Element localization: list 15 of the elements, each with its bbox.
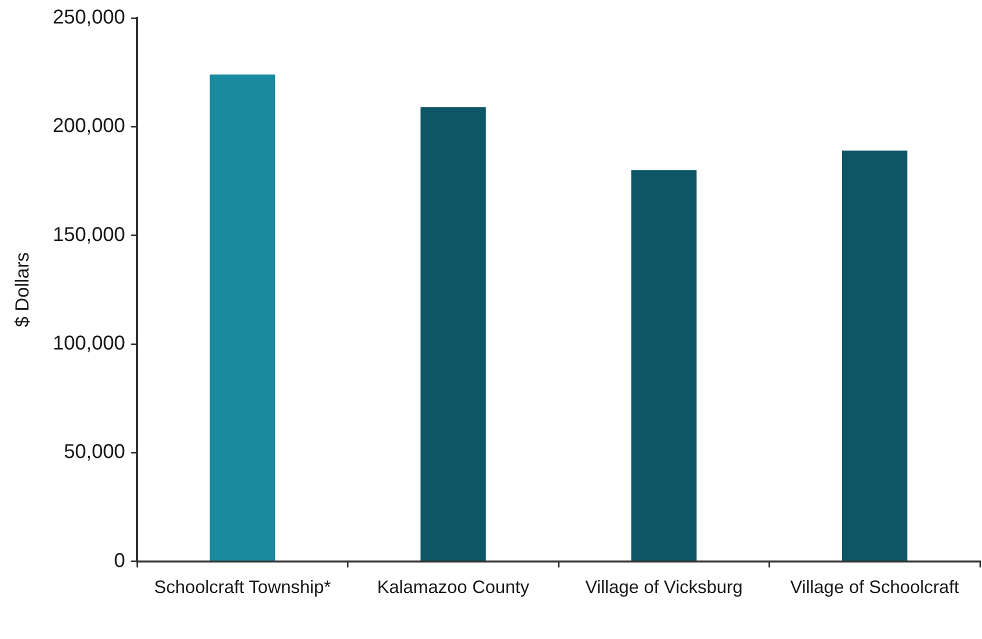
bar <box>420 107 486 561</box>
y-tick-label: 50,000 <box>64 441 126 464</box>
y-axis-title: $ Dollars <box>12 252 34 328</box>
x-tick-label: Kalamazoo County <box>377 577 530 598</box>
bar <box>210 74 276 561</box>
x-tick-label: Schoolcraft Township* <box>154 577 331 598</box>
y-tick-label: 150,000 <box>52 224 126 246</box>
x-tick-label: Village of Vicksburg <box>585 577 743 598</box>
x-tick-label: Village of Schoolcraft <box>790 577 960 598</box>
bar <box>842 150 908 561</box>
bar <box>631 170 697 561</box>
y-tick-label: 250,000 <box>52 6 126 29</box>
y-tick-label: 200,000 <box>52 115 126 138</box>
y-tick-label: 0 <box>114 550 126 572</box>
y-tick-label: 100,000 <box>52 332 126 355</box>
